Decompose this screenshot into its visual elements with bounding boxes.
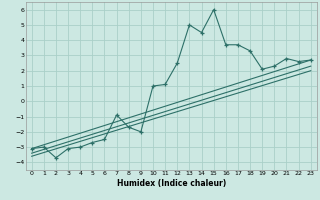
X-axis label: Humidex (Indice chaleur): Humidex (Indice chaleur) [116,179,226,188]
